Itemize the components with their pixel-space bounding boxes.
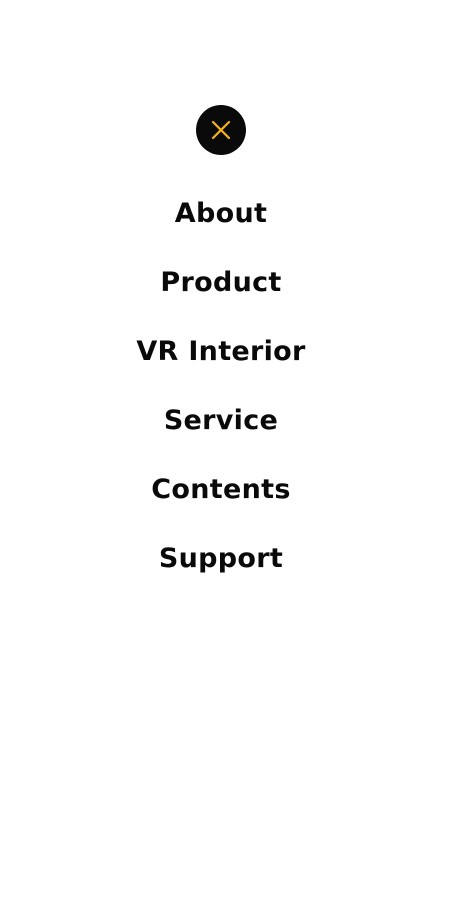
nav-link-product[interactable]: Product [160,267,282,298]
nav-link-contents[interactable]: Contents [151,474,291,505]
main-navigation: About Product VR Interior Service Conten… [0,191,442,605]
nav-item-vr-interior: VR Interior [0,329,442,398]
nav-link-vr-interior[interactable]: VR Interior [136,336,306,367]
nav-item-about: About [0,191,442,260]
close-icon [210,119,232,141]
close-icon-stroke-2 [211,120,231,140]
nav-item-service: Service [0,398,442,467]
nav-link-service[interactable]: Service [163,405,279,436]
nav-item-product: Product [0,260,442,329]
nav-item-support: Support [0,536,442,605]
nav-link-support[interactable]: Support [158,543,284,574]
close-menu-button[interactable] [196,105,246,155]
nav-item-contents: Contents [0,467,442,536]
nav-link-about[interactable]: About [174,198,268,229]
